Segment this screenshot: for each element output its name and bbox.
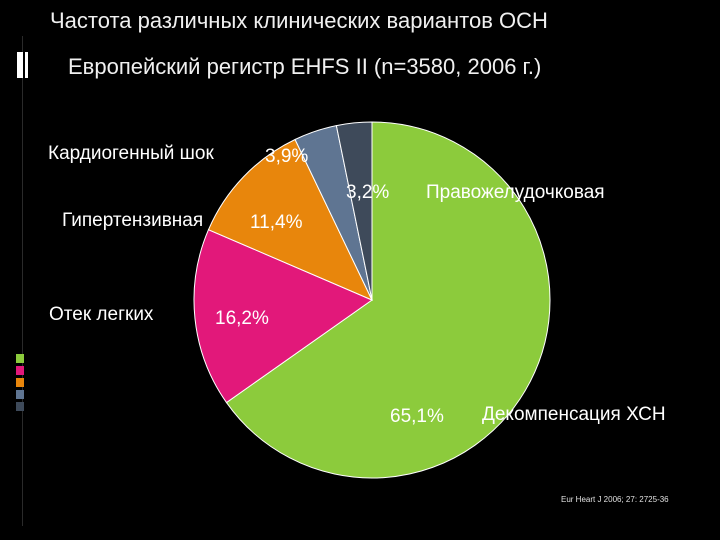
pie-slice: [225, 121, 551, 479]
slice-label-hypertensive: Гипертензивная: [62, 210, 204, 231]
slice-label-decompensated-chf: Декомпенсация ХСН: [482, 404, 666, 425]
decorative-square: [16, 402, 24, 411]
decorative-vertical-line: [22, 36, 23, 526]
slice-label-right-ventricular: Правожелудочковая: [426, 182, 605, 203]
slice-value-hypertensive: 11,4%: [250, 212, 303, 233]
source-citation: Eur Heart J 2006; 27: 2725-36: [561, 495, 669, 504]
pie-slice: [335, 121, 373, 301]
decorative-square: [16, 378, 24, 387]
slice-value-cardiogenic-shock: 3,9%: [265, 146, 309, 167]
chart-subtitle: Европейский регистр EHFS II (n=3580, 200…: [68, 54, 542, 79]
pie-slice: [193, 229, 374, 404]
chart-title: Частота различных клинических вариантов …: [50, 8, 548, 33]
slice-value-right-ventricular: 3,2%: [346, 182, 390, 203]
decorative-bar: [25, 52, 28, 78]
decorative-square: [16, 390, 24, 399]
slice-value-pulmonary-edema: 16,2%: [215, 308, 269, 329]
slice-value-decompensated-chf: 65,1%: [390, 406, 444, 427]
slice-label-cardiogenic-shock: Кардиогенный шок: [48, 143, 214, 164]
decorative-square: [16, 354, 24, 363]
decorative-square: [16, 366, 24, 375]
pie-slice: [207, 138, 374, 301]
decorative-bar: [17, 52, 23, 78]
slice-label-pulmonary-edema: Отек легких: [49, 304, 154, 325]
